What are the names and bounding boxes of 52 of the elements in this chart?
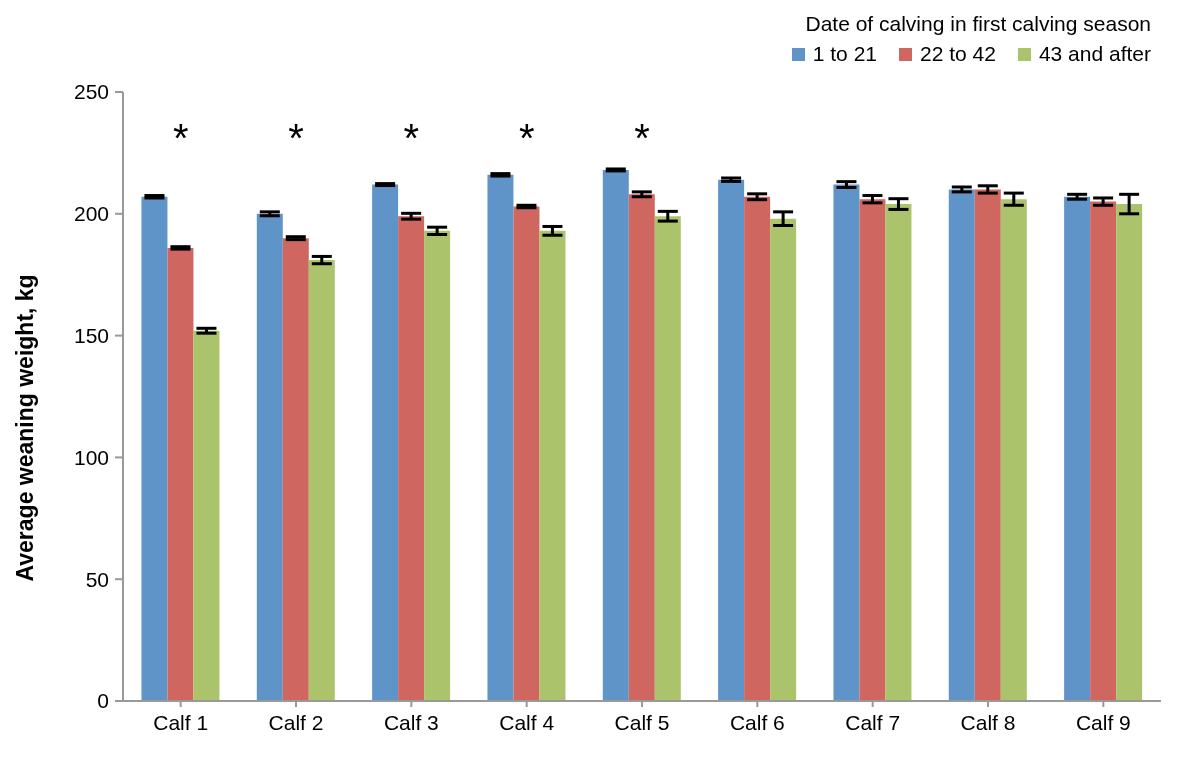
bar	[513, 206, 540, 701]
bar	[602, 169, 629, 701]
annotation: *	[172, 115, 189, 160]
bar	[1090, 201, 1117, 701]
annotation: *	[634, 115, 650, 160]
y-tick-label: 150	[73, 324, 109, 348]
bar	[744, 196, 771, 701]
x-tick-label: Calf 1	[153, 710, 209, 734]
annotation: *	[288, 115, 304, 160]
bar	[859, 199, 886, 701]
x-tick-label: Calf 9	[1075, 710, 1131, 734]
bar	[372, 184, 399, 701]
bar	[1000, 199, 1027, 701]
bar	[948, 189, 975, 701]
bar	[398, 216, 425, 701]
legend-label: 1 to 21	[811, 42, 877, 66]
bar	[770, 218, 797, 701]
y-tick-label: 100	[73, 445, 109, 469]
bar	[141, 196, 168, 701]
bar	[718, 179, 745, 701]
y-tick-label: 0	[97, 689, 109, 713]
bar	[1064, 196, 1091, 701]
y-tick-label: 250	[73, 80, 109, 104]
x-tick-label: Calf 6	[729, 710, 785, 734]
bar	[885, 204, 912, 701]
legend-label: 43 and after	[1037, 42, 1151, 66]
bar	[974, 189, 1001, 701]
x-tick-label: Calf 3	[383, 710, 439, 734]
x-tick-label: Calf 2	[268, 710, 324, 734]
x-tick-label: Calf 8	[960, 710, 1016, 734]
legend-title: Date of calving in first calving season	[804, 12, 1151, 36]
bar	[539, 230, 566, 701]
y-axis-title: Average weaning weight, kg	[12, 274, 39, 582]
y-tick-label: 200	[73, 202, 109, 226]
bar	[167, 247, 194, 701]
annotation: *	[518, 115, 535, 160]
bar	[628, 194, 655, 701]
bar	[424, 230, 451, 701]
bar	[193, 330, 220, 701]
bar	[1116, 204, 1143, 701]
annotation: *	[403, 115, 420, 160]
bar	[308, 260, 335, 701]
legend-label: 22 to 42	[919, 42, 996, 66]
bar	[256, 213, 283, 701]
x-tick-label: Calf 4	[499, 710, 555, 734]
bar	[654, 216, 681, 701]
bar	[487, 174, 514, 701]
y-tick-label: 50	[85, 567, 109, 591]
bar	[282, 238, 309, 701]
x-tick-label: Calf 5	[614, 710, 670, 734]
bar	[833, 184, 860, 701]
x-tick-label: Calf 7	[845, 710, 901, 734]
